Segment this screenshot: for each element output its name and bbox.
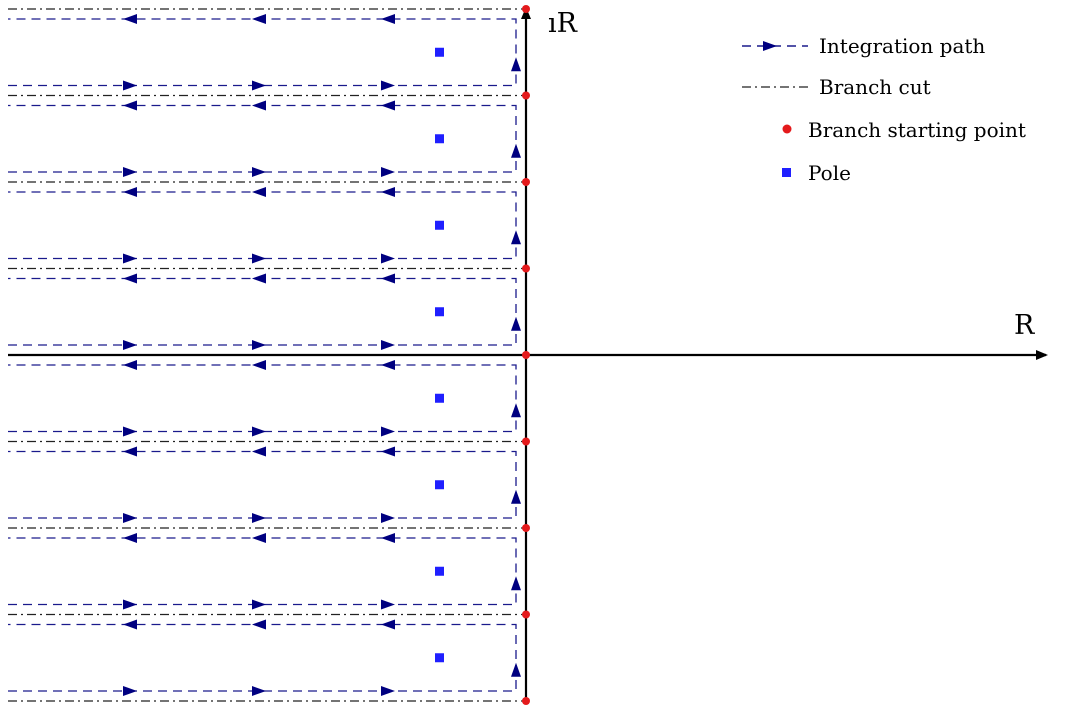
path-arrow-left-icon xyxy=(381,100,395,111)
path-arrow-left-icon xyxy=(252,14,266,24)
legend-entry-branch-cut: Branch cut xyxy=(742,75,931,99)
path-arrow-left-icon xyxy=(123,446,137,457)
path-arrow-right-icon xyxy=(123,167,137,177)
real-axis-label: R xyxy=(1014,310,1035,341)
path-arrow-up-icon xyxy=(511,316,521,331)
legend-entry-pole: Pole xyxy=(782,161,851,185)
path-arrow-left-icon xyxy=(123,273,137,284)
branch-point-marker xyxy=(522,91,530,100)
branch-point-marker xyxy=(522,5,530,13)
pole-marker xyxy=(435,134,444,144)
path-arrow-right-icon xyxy=(381,686,395,696)
path-arrow-left-icon xyxy=(381,273,395,284)
pole-marker xyxy=(435,566,444,576)
path-arrow-left-icon xyxy=(381,187,395,197)
path-arrow-right-icon xyxy=(252,253,266,264)
path-arrow-right-icon xyxy=(252,513,266,523)
path-arrow-left-icon xyxy=(123,187,137,197)
path-arrow-left-icon xyxy=(252,360,266,370)
branch-point-marker xyxy=(522,697,530,705)
legend-path-arrow-icon xyxy=(763,41,777,51)
path-arrow-left-icon xyxy=(252,533,266,543)
path-arrow-right-icon xyxy=(381,513,395,523)
imaginary-axis-label: ıR xyxy=(548,8,578,39)
pole-marker xyxy=(435,307,444,317)
path-arrow-left-icon xyxy=(252,446,266,457)
branch-point-marker xyxy=(522,524,530,532)
branch-point-marker xyxy=(522,610,530,619)
legend-square-icon xyxy=(782,168,791,177)
path-arrow-right-icon xyxy=(381,167,395,177)
path-arrow-right-icon xyxy=(123,426,137,437)
path-arrow-left-icon xyxy=(252,187,266,197)
path-arrow-right-icon xyxy=(123,253,137,264)
branch-point-marker xyxy=(522,178,530,186)
pole-marker xyxy=(435,220,444,230)
pole-marker xyxy=(435,480,444,490)
integration-paths-layer xyxy=(8,14,521,696)
path-arrow-left-icon xyxy=(123,360,137,370)
path-arrow-up-icon xyxy=(511,230,521,245)
path-arrow-right-icon xyxy=(381,426,395,437)
pole-marker xyxy=(435,393,444,403)
path-arrow-left-icon xyxy=(381,533,395,543)
legend-label-branch-cut: Branch cut xyxy=(819,75,931,99)
path-arrow-up-icon xyxy=(511,489,521,504)
branch-point-marker xyxy=(522,351,530,359)
path-arrow-left-icon xyxy=(381,619,395,630)
path-arrow-left-icon xyxy=(123,619,137,630)
legend: Integration path Branch cut Branch start… xyxy=(742,34,1026,185)
path-arrow-right-icon xyxy=(252,167,266,177)
path-arrow-right-icon xyxy=(123,80,137,91)
path-arrow-up-icon xyxy=(511,576,521,591)
legend-label-branch-point: Branch starting point xyxy=(808,118,1026,142)
poles-layer xyxy=(435,47,444,663)
path-arrow-right-icon xyxy=(381,80,395,91)
path-arrow-left-icon xyxy=(252,273,266,284)
path-arrow-up-icon xyxy=(511,403,521,418)
pole-marker xyxy=(435,47,444,57)
path-arrow-left-icon xyxy=(381,360,395,370)
path-arrow-right-icon xyxy=(381,253,395,264)
path-arrow-right-icon xyxy=(252,686,266,696)
path-arrow-left-icon xyxy=(123,14,137,24)
path-arrow-right-icon xyxy=(252,340,266,350)
branch-points-layer xyxy=(522,5,530,705)
path-arrow-up-icon xyxy=(511,143,521,158)
legend-entry-integration-path: Integration path xyxy=(742,34,985,58)
branch-point-marker xyxy=(522,264,530,273)
branch-point-marker xyxy=(522,437,530,446)
path-arrow-right-icon xyxy=(252,426,266,437)
path-arrow-right-icon xyxy=(381,599,395,610)
path-arrow-right-icon xyxy=(252,599,266,610)
legend-label-pole: Pole xyxy=(808,161,851,185)
legend-label-integration-path: Integration path xyxy=(819,34,985,58)
path-arrow-right-icon xyxy=(123,340,137,350)
path-arrow-left-icon xyxy=(252,100,266,111)
path-arrow-left-icon xyxy=(381,446,395,457)
path-arrow-up-icon xyxy=(511,57,521,72)
path-arrow-left-icon xyxy=(381,14,395,24)
legend-circle-icon xyxy=(782,124,792,134)
path-arrow-left-icon xyxy=(123,100,137,111)
path-arrow-up-icon xyxy=(511,662,521,677)
path-arrow-right-icon xyxy=(123,686,137,696)
legend-entry-branch-point: Branch starting point xyxy=(782,118,1026,142)
path-arrow-right-icon xyxy=(123,599,137,610)
path-arrow-right-icon xyxy=(252,80,266,91)
path-arrow-left-icon xyxy=(123,533,137,543)
path-arrow-right-icon xyxy=(381,340,395,350)
path-arrow-right-icon xyxy=(123,513,137,523)
pole-marker xyxy=(435,653,444,663)
path-arrow-left-icon xyxy=(252,619,266,630)
